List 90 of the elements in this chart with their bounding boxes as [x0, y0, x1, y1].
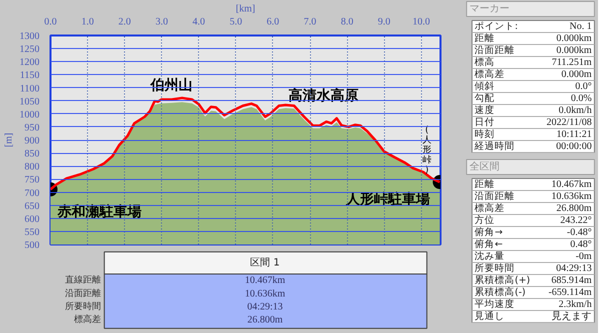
text: -659.114m	[548, 287, 592, 298]
text: 沈み量	[474, 250, 505, 262]
x-tick-label: 10.0	[412, 16, 430, 28]
text: 累積標高(+)	[474, 274, 530, 286]
text: 2022/11/08	[546, 117, 592, 128]
text: 04:29:13	[247, 301, 283, 312]
y-tick-label: 650	[24, 200, 40, 212]
text: 10.467km	[244, 275, 286, 286]
text: 時刻	[474, 128, 495, 140]
y-tick-label: 750	[24, 174, 40, 186]
text: 速度	[474, 104, 495, 116]
text: マーカー	[469, 4, 510, 14]
text: 10.636km	[244, 288, 286, 300]
text: 標高差	[474, 68, 505, 80]
text: 0.000km	[556, 33, 592, 44]
text: 所要時間	[474, 262, 515, 274]
y-tick-label: 550	[24, 226, 40, 238]
text: 勾配	[474, 92, 495, 104]
text: 711.251m	[552, 57, 592, 68]
y-tick-label: 600	[24, 214, 40, 225]
y-tick-label: 800	[24, 162, 40, 173]
text: 沿面距離	[65, 288, 102, 299]
text: 累積標高(-)	[474, 286, 526, 298]
x-tick-label: 4.0	[192, 16, 206, 28]
y-tick-label: 950	[24, 122, 40, 134]
text: 0.0km/h	[558, 105, 592, 116]
y-tick-label: 1200	[20, 57, 40, 68]
text: 俯角←	[474, 238, 503, 250]
text: 見通し	[474, 310, 505, 322]
text: 俯角→	[474, 226, 503, 238]
text: 沿面距離	[474, 44, 515, 56]
text: 685.914m	[551, 275, 592, 286]
text: 標高差	[74, 314, 102, 326]
x-tick-label: 3.0	[155, 16, 168, 28]
y-tick-label: 850	[24, 148, 40, 160]
text: 0.000km	[556, 45, 592, 56]
x-tick-label: 7.0	[304, 16, 316, 28]
text: 距離	[474, 32, 495, 44]
text: 0.48°	[570, 239, 592, 250]
text: 見えます	[552, 311, 592, 322]
text: 区間 1	[250, 257, 280, 268]
text: 26.800m	[247, 314, 283, 326]
text: 10.467km	[551, 179, 592, 190]
text: 2.3km/h	[558, 299, 592, 310]
text: 標高	[474, 56, 495, 68]
text: -0m	[576, 251, 592, 262]
text: ポイント:	[474, 21, 518, 32]
text: 方位	[474, 214, 495, 226]
text: 距離	[474, 178, 495, 190]
text: 0.0%	[570, 93, 592, 104]
y-tick-label: 1250	[20, 44, 40, 56]
x-tick-label: 8.0	[340, 16, 354, 28]
x-tick-label: 9.0	[378, 16, 390, 28]
text: 平均速度	[474, 298, 515, 310]
y-tick-label: 500	[24, 240, 40, 251]
text: 傾斜	[474, 80, 495, 92]
y-tick-label: 1100	[20, 83, 40, 94]
x-tick-label: 1.0	[81, 16, 94, 28]
text: 標高差	[474, 202, 505, 214]
text: 日付	[474, 117, 495, 128]
annotation: 高清水高原	[288, 87, 358, 104]
text: 00:00:00	[556, 141, 592, 152]
x-axis-title: [km]	[236, 4, 256, 14]
text: 0.000m	[561, 69, 592, 80]
text: 全区間	[469, 160, 500, 172]
text: 04:29:13	[556, 263, 592, 274]
y-tick-label: 900	[24, 136, 40, 146]
x-tick-label: 2.0	[118, 16, 131, 28]
y-axis-title: [m]	[4, 132, 14, 148]
text: 10.636km	[551, 191, 592, 202]
text: -0.48°	[566, 227, 592, 238]
x-tick-label: 6.0	[266, 16, 280, 28]
y-tick-label: 700	[24, 188, 40, 199]
text: 経過時間	[474, 140, 515, 152]
y-tick-label: 1050	[20, 96, 40, 108]
x-tick-label: 0.0	[44, 16, 57, 28]
text: 沿面距離	[474, 190, 515, 202]
text: 所要時間	[65, 300, 102, 312]
annotation: 人形峠駐車場	[344, 190, 430, 208]
annotation: 赤和瀬駐車場	[56, 203, 142, 220]
text: 26.800m	[556, 203, 592, 214]
text: 直線距離	[65, 274, 102, 286]
text: 243.22°	[560, 215, 592, 226]
y-tick-label: 1000	[20, 109, 40, 120]
y-tick-label: 1300	[20, 31, 40, 42]
y-tick-label: 1150	[20, 70, 40, 82]
x-tick-label: 5.0	[230, 16, 242, 28]
text: No. 1	[569, 21, 592, 32]
text: 0.0°	[575, 81, 592, 92]
text: 10:11:21	[556, 129, 592, 140]
